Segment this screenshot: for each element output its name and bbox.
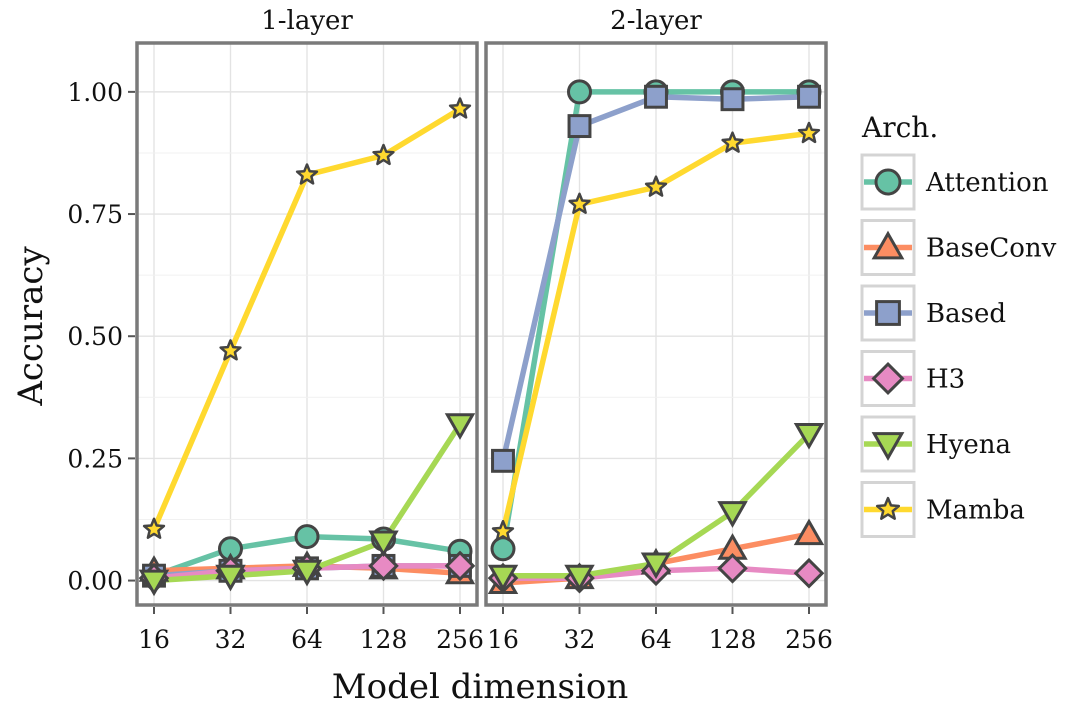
data-point-hyena	[444, 413, 476, 440]
x-tick-label: 64	[291, 625, 323, 654]
panel-border	[135, 41, 479, 607]
legend-label: Based	[926, 299, 1006, 329]
data-point-hyena	[291, 559, 323, 587]
legend-item-attention: Attention	[860, 153, 1049, 211]
x-axis-title: Model dimension	[332, 667, 628, 707]
y-tick-label: 0.00	[67, 567, 123, 596]
data-point-based	[644, 84, 668, 109]
data-point-baseconv	[793, 518, 825, 546]
legend-label: Mamba	[926, 496, 1025, 526]
data-point-mamba	[142, 517, 166, 539]
legend-key-marker	[871, 230, 905, 260]
panels-layer: 1-layer 16 32 64 128 256 0.00 0.25 0.50 0.75 1.00 2…	[67, 6, 833, 654]
y-tick-label: 0.25	[67, 444, 123, 473]
data-point-mamba	[491, 519, 515, 542]
data-point-mamba	[448, 97, 472, 119]
data-point-h3	[444, 550, 476, 582]
data-point-hyena	[368, 530, 399, 558]
y-tick-label: 0.50	[67, 322, 123, 351]
data-point-based	[720, 87, 745, 112]
y-tick-label: 1.00	[67, 78, 123, 107]
legend-key-marker	[874, 168, 902, 196]
legend-item-baseconv: BaseConv	[860, 219, 1057, 276]
legend-key-marker	[875, 496, 901, 520]
panel-1: 1-layer 16 32 64 128 256 0.00 0.25 0.50 0.75 1.00	[67, 6, 484, 654]
panel-strip-label: 1-layer	[261, 6, 353, 36]
x-tick-label: 16	[487, 625, 519, 654]
data-point-h3	[368, 550, 399, 582]
legend-key-marker	[875, 300, 901, 326]
data-point-hyena	[640, 552, 672, 580]
data-point-mamba	[644, 175, 668, 197]
x-tick-label: 128	[709, 625, 757, 654]
data-point-mamba	[721, 131, 744, 153]
x-tick-label: 32	[564, 625, 596, 654]
y-tick-label: 0.75	[67, 200, 123, 229]
panel-border	[484, 41, 828, 607]
data-point-hyena	[215, 564, 246, 592]
data-point-mamba	[797, 121, 821, 144]
data-point-mamba	[295, 163, 319, 185]
legend-key-marker	[871, 361, 905, 396]
legend-item-hyena: Hyena	[860, 415, 1011, 473]
panel-2: 2-layer 16 32 64 128 256	[484, 6, 833, 654]
x-tick-label: 256	[785, 625, 833, 654]
y-axis-title: Accuracy	[11, 246, 51, 407]
legend-item-h3: H3	[860, 350, 965, 407]
data-point-attention	[490, 536, 516, 562]
data-point-hyena	[138, 569, 170, 597]
legend-label: BaseConv	[926, 234, 1057, 264]
legend-label: Hyena	[926, 430, 1011, 460]
legend-item-based: Based	[860, 284, 1006, 342]
x-tick-label: 256	[436, 625, 484, 654]
x-tick-label: 64	[640, 625, 672, 654]
data-point-based	[491, 448, 515, 473]
data-point-h3	[717, 553, 748, 584]
legend-key-marker	[871, 432, 905, 461]
data-point-hyena	[487, 564, 519, 592]
data-point-mamba	[372, 143, 395, 166]
panel-strip-label: 2-layer	[610, 6, 702, 36]
legend-label: Attention	[925, 168, 1049, 198]
x-tick-label: 16	[138, 625, 170, 654]
x-tick-label: 32	[215, 625, 247, 654]
data-point-hyena	[717, 501, 748, 528]
data-point-hyena	[564, 564, 595, 592]
legend-item-mamba: Mamba	[860, 481, 1025, 538]
x-tick-label: 128	[360, 625, 408, 654]
data-point-attention	[294, 524, 320, 550]
legend-label: H3	[926, 365, 965, 395]
data-point-attention	[567, 79, 592, 105]
data-point-mamba	[568, 192, 591, 214]
legend-title: Arch.	[861, 111, 938, 144]
legend: Arch. Attention BaseConv Based H3 Hyena Mamba	[860, 111, 1057, 538]
data-point-h3	[793, 557, 825, 589]
data-point-mamba	[219, 339, 242, 361]
data-point-based	[797, 84, 821, 109]
data-point-based	[567, 114, 592, 139]
data-point-hyena	[793, 422, 825, 450]
